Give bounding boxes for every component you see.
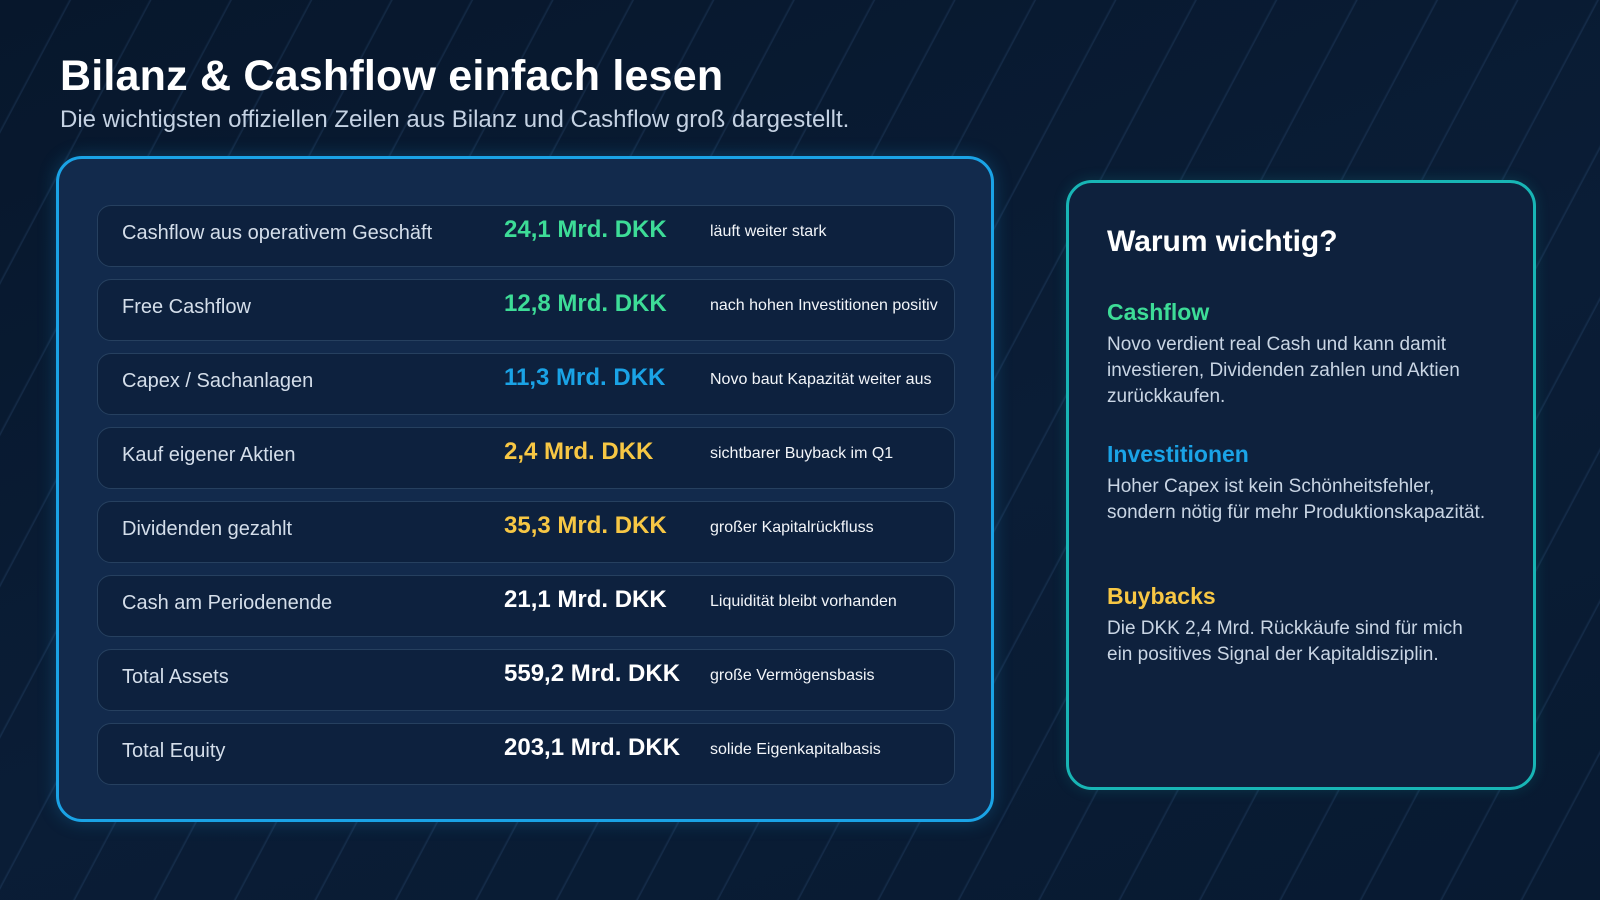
row-label: Total Assets bbox=[122, 666, 229, 688]
figure-row-total-equity: Total Equity 203,1 Mrd. DKK solide Eigen… bbox=[97, 723, 955, 785]
info-section-title: Buybacks bbox=[1107, 583, 1216, 609]
row-label: Capex / Sachanlagen bbox=[122, 370, 314, 392]
row-value: 11,3 Mrd. DKK bbox=[504, 364, 666, 391]
figure-row-cash-end: Cash am Periodenende 21,1 Mrd. DKK Liqui… bbox=[97, 575, 955, 637]
info-section-investments: Investitionen Hoher Capex ist kein Schön… bbox=[1107, 441, 1487, 526]
row-value: 2,4 Mrd. DKK bbox=[504, 438, 654, 465]
row-value: 12,8 Mrd. DKK bbox=[504, 290, 667, 317]
row-value: 559,2 Mrd. DKK bbox=[504, 660, 681, 687]
row-label: Total Equity bbox=[122, 740, 226, 762]
info-section-title: Investitionen bbox=[1107, 441, 1249, 467]
figure-row-capex: Capex / Sachanlagen 11,3 Mrd. DKK Novo b… bbox=[97, 353, 955, 415]
info-heading: Warum wichtig? bbox=[1107, 225, 1338, 258]
row-value: 35,3 Mrd. DKK bbox=[504, 512, 667, 539]
row-note: Novo baut Kapazität weiter aus bbox=[710, 371, 932, 388]
why-important-panel: Warum wichtig? Cashflow Novo verdient re… bbox=[1066, 180, 1536, 790]
figure-row-total-assets: Total Assets 559,2 Mrd. DKK große Vermög… bbox=[97, 649, 955, 711]
row-note: läuft weiter stark bbox=[710, 223, 827, 240]
row-note: nach hohen Investitionen positiv bbox=[710, 297, 938, 314]
row-label: Free Cashflow bbox=[122, 296, 251, 318]
row-value: 24,1 Mrd. DKK bbox=[504, 216, 667, 243]
row-value: 21,1 Mrd. DKK bbox=[504, 586, 667, 613]
row-label: Cash am Periodenende bbox=[122, 592, 333, 614]
row-note: großer Kapitalrückfluss bbox=[710, 519, 874, 536]
info-section-cashflow: Cashflow Novo verdient real Cash und kan… bbox=[1107, 299, 1487, 410]
figure-row-operating-cashflow: Cashflow aus operativem Geschäft 24,1 Mr… bbox=[97, 205, 955, 267]
info-section-title: Cashflow bbox=[1107, 299, 1210, 325]
page-subtitle: Die wichtigsten offiziellen Zeilen aus B… bbox=[60, 106, 850, 133]
row-label: Dividenden gezahlt bbox=[122, 518, 293, 540]
row-note: solide Eigenkapitalbasis bbox=[710, 741, 881, 758]
info-section-buybacks: Buybacks Die DKK 2,4 Mrd. Rückkäufe sind… bbox=[1107, 583, 1487, 668]
info-section-text: Die DKK 2,4 Mrd. Rückkäufe sind für mich… bbox=[1107, 618, 1463, 665]
row-label: Cashflow aus operativem Geschäft bbox=[122, 222, 433, 244]
page-title: Bilanz & Cashflow einfach lesen bbox=[60, 52, 724, 100]
row-note: Liquidität bleibt vorhanden bbox=[710, 593, 897, 610]
figures-panel: Cashflow aus operativem Geschäft 24,1 Mr… bbox=[56, 156, 994, 822]
figure-row-free-cashflow: Free Cashflow 12,8 Mrd. DKK nach hohen I… bbox=[97, 279, 955, 341]
row-note: große Vermögensbasis bbox=[710, 667, 875, 684]
info-section-text: Hoher Capex ist kein Schönheitsfehler, s… bbox=[1107, 476, 1486, 523]
figure-row-dividends: Dividenden gezahlt 35,3 Mrd. DKK großer … bbox=[97, 501, 955, 563]
info-section-text: Novo verdient real Cash und kann damit i… bbox=[1107, 334, 1460, 407]
row-value: 203,1 Mrd. DKK bbox=[504, 734, 681, 761]
row-note: sichtbarer Buyback im Q1 bbox=[710, 445, 894, 462]
row-label: Kauf eigener Aktien bbox=[122, 444, 296, 466]
figure-row-share-buyback: Kauf eigener Aktien 2,4 Mrd. DKK sichtba… bbox=[97, 427, 955, 489]
